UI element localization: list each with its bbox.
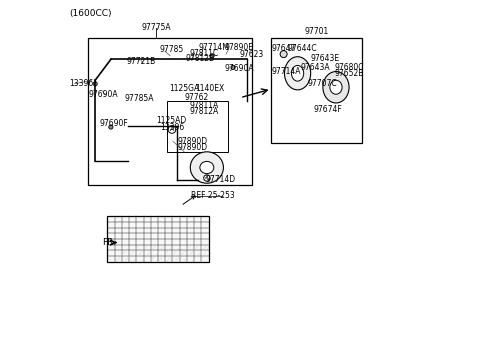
Ellipse shape xyxy=(204,175,210,181)
Text: 97674F: 97674F xyxy=(314,105,343,114)
Ellipse shape xyxy=(231,65,235,69)
Text: 97690A: 97690A xyxy=(88,90,118,99)
Bar xyxy=(108,216,209,262)
Text: 97652B: 97652B xyxy=(335,69,364,79)
Text: (1600CC): (1600CC) xyxy=(69,9,111,18)
Text: 97811C: 97811C xyxy=(190,49,219,58)
Text: 97721B: 97721B xyxy=(127,57,156,66)
Text: 1140EX: 1140EX xyxy=(195,84,224,94)
Bar xyxy=(271,38,362,143)
Text: 97644C: 97644C xyxy=(288,44,317,53)
Text: 97775A: 97775A xyxy=(142,23,171,32)
Text: A: A xyxy=(205,176,209,180)
Ellipse shape xyxy=(330,80,342,94)
Text: 97811A: 97811A xyxy=(190,101,219,110)
Text: 97647: 97647 xyxy=(272,44,296,53)
Text: 97762: 97762 xyxy=(184,93,208,102)
Text: 97701: 97701 xyxy=(305,27,329,36)
Text: 13396: 13396 xyxy=(69,79,93,88)
Ellipse shape xyxy=(210,54,214,58)
Text: 97785: 97785 xyxy=(160,45,184,54)
Text: 97785A: 97785A xyxy=(124,94,154,103)
Text: 97707C: 97707C xyxy=(307,79,337,88)
Text: FR.: FR. xyxy=(102,238,116,247)
Text: 1125GA: 1125GA xyxy=(169,84,199,94)
Bar xyxy=(167,101,228,152)
Text: 97643E: 97643E xyxy=(311,54,340,63)
Ellipse shape xyxy=(168,126,176,133)
Text: 97690A: 97690A xyxy=(224,64,254,73)
Text: 97812B: 97812B xyxy=(186,54,215,63)
Text: 97714D: 97714D xyxy=(205,174,235,184)
Text: 97890D: 97890D xyxy=(177,143,207,152)
Text: 97690F: 97690F xyxy=(100,119,129,128)
Text: 97643A: 97643A xyxy=(300,62,330,72)
Ellipse shape xyxy=(291,65,304,81)
Text: 97714A: 97714A xyxy=(272,67,301,76)
Text: 1125AD: 1125AD xyxy=(156,116,187,125)
Text: A: A xyxy=(170,127,174,132)
Ellipse shape xyxy=(190,152,223,183)
Ellipse shape xyxy=(200,161,214,173)
Ellipse shape xyxy=(323,72,349,103)
Ellipse shape xyxy=(93,82,97,86)
Text: 97812A: 97812A xyxy=(190,107,219,116)
Ellipse shape xyxy=(280,51,287,58)
Text: 97890E: 97890E xyxy=(224,43,253,52)
Ellipse shape xyxy=(285,57,311,90)
Text: 97680C: 97680C xyxy=(335,62,364,72)
Text: 97890D: 97890D xyxy=(177,137,207,146)
Text: REF 25-253: REF 25-253 xyxy=(191,191,235,200)
Text: 97623: 97623 xyxy=(240,50,264,59)
Text: 97714M: 97714M xyxy=(198,43,229,52)
Bar xyxy=(88,38,252,185)
Text: 13396: 13396 xyxy=(160,123,184,132)
Ellipse shape xyxy=(109,125,113,129)
